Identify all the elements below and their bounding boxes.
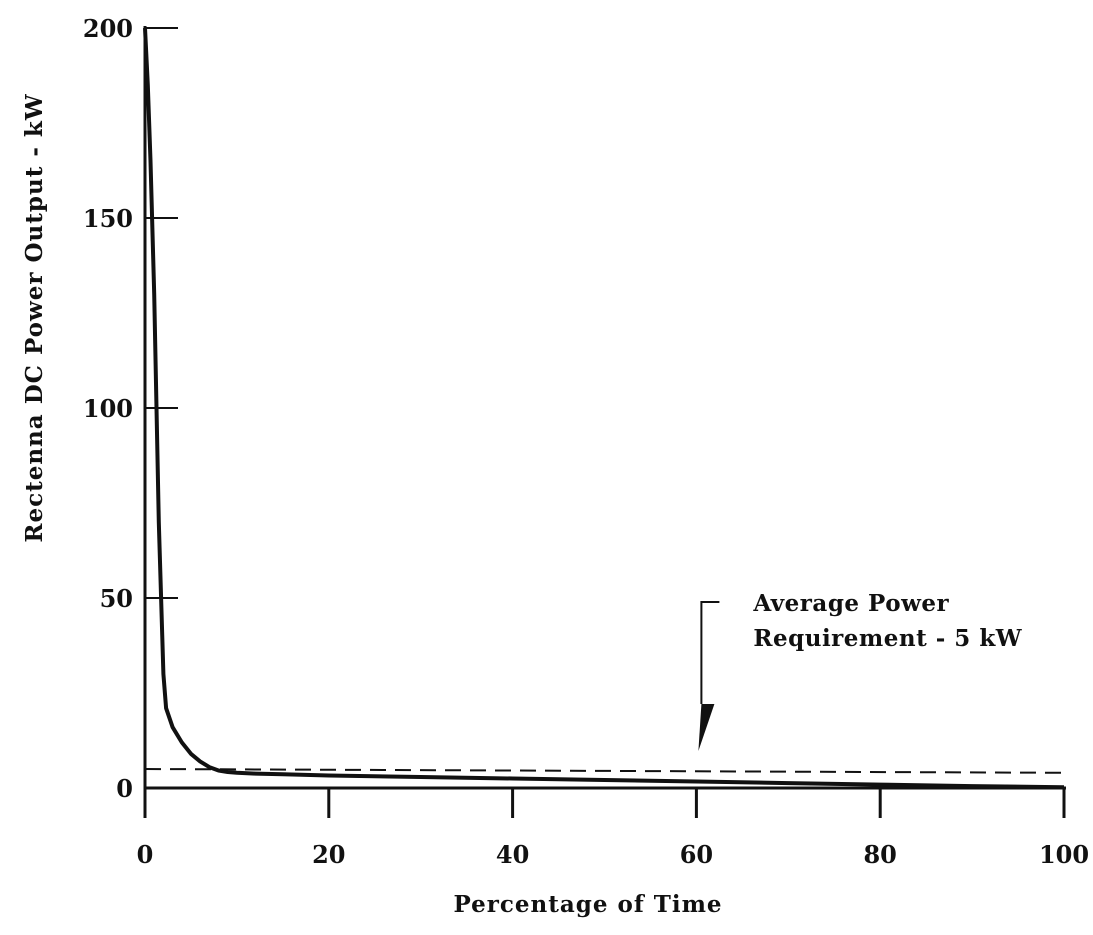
axes <box>143 26 1066 818</box>
y-tick-label: 200 <box>83 14 133 43</box>
annotation-label-line: Requirement - 5 kW <box>753 625 1022 652</box>
power-output-curve <box>143 27 1065 790</box>
x-tick-label: 40 <box>496 840 529 869</box>
x-tick-label: 20 <box>312 840 345 869</box>
ticks: 0 50 100 150 200 0 20 40 60 80 100 <box>83 14 1089 869</box>
x-axis-title: Percentage of Time <box>453 891 722 918</box>
x-tick-label: 0 <box>137 840 154 869</box>
average-power-line <box>144 768 1065 774</box>
annotation-arrowhead <box>698 704 715 751</box>
annotation-leader-line <box>700 601 720 704</box>
y-tick-label: 50 <box>100 584 133 613</box>
x-tick-label: 80 <box>863 840 896 869</box>
y-tick-label: 150 <box>83 204 133 233</box>
y-axis-title: Rectenna DC Power Output - kW <box>21 93 48 543</box>
y-tick-label: 0 <box>116 774 133 803</box>
y-tick-label: 100 <box>83 394 133 423</box>
annotation-label-line: Average Power <box>752 590 949 617</box>
annotation: Average Power Requirement - 5 kW <box>698 590 1022 751</box>
x-tick-label: 60 <box>680 840 713 869</box>
series <box>143 27 1065 790</box>
x-tick-label: 100 <box>1039 840 1089 869</box>
